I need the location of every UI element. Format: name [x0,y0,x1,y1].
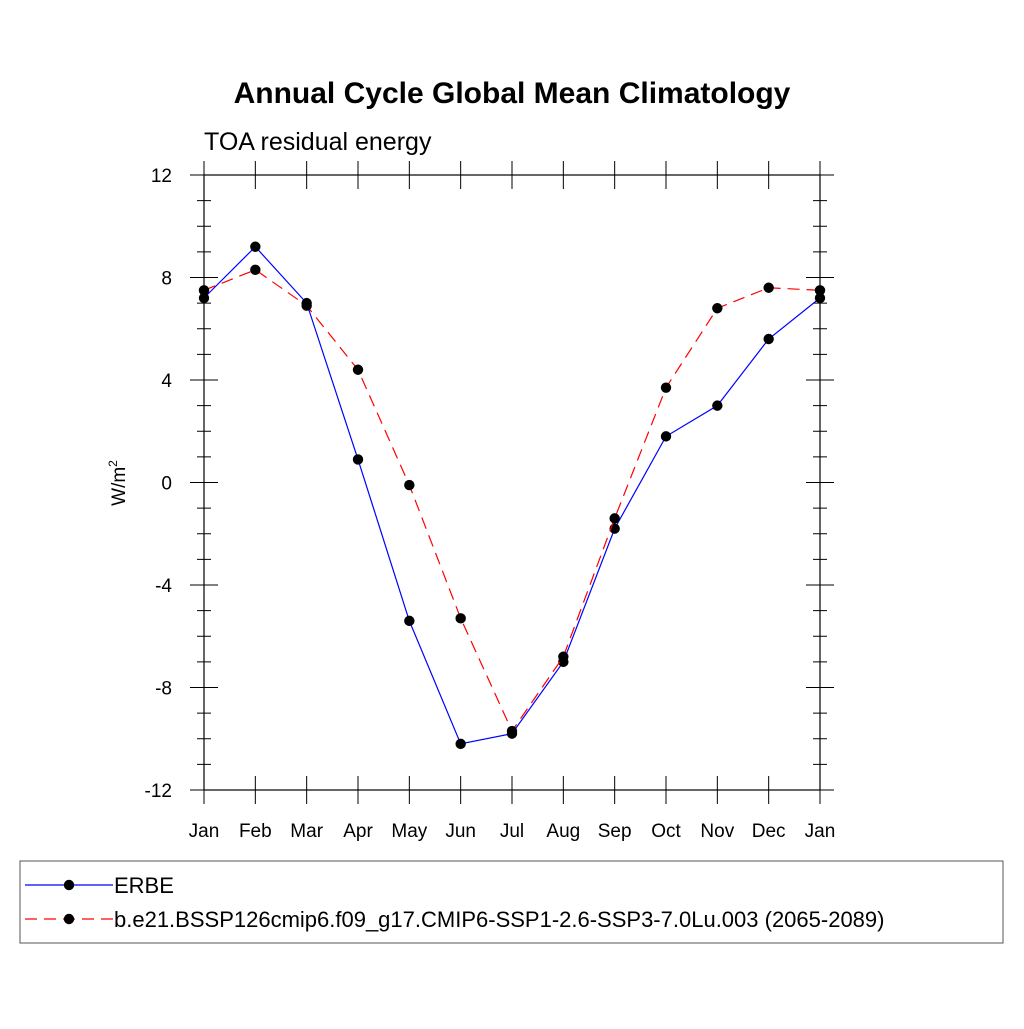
series-line-1 [203,245,821,745]
x-tick-label: Jul [500,821,524,842]
x-tick-label: Dec [752,821,786,842]
x-tick-label: Oct [651,821,681,842]
series-1-point [198,292,210,304]
series-2-point [404,479,415,491]
series-2-point [506,725,518,737]
x-tick-label: Sep [598,821,632,842]
y-tick-label: -8 [155,679,172,700]
y-axis-label-base: W/m [109,467,130,506]
x-tick-label: Mar [290,821,323,842]
series-1-point [352,454,364,465]
series-1-point [814,292,826,304]
series-2-point [250,264,261,276]
series-2-point [814,285,826,296]
legend: ERBE b.e21.BSSP126cmip6.f09_g17.CMIP6-SSP… [25,873,884,932]
y-tick-label: -12 [145,781,172,802]
legend-box [19,860,1004,944]
series-2-point [352,364,364,375]
series-1-point [404,615,415,627]
x-tick-label: Apr [343,821,373,842]
y-tick-label: 4 [161,371,172,392]
axes: 12 8 4 0 -4 -8 -12 Jan Feb Mar Apr May Jun Jul Aug Sep O… [145,161,836,842]
series-2-point [712,303,723,314]
series-1-point [660,431,672,442]
svg-text:W/m2: W/m2 [106,460,130,506]
x-tick-label: May [391,821,427,842]
series-2-point [198,285,210,296]
legend-marker-1 [63,879,75,891]
series-layer [198,241,826,750]
series-line-2 [203,269,821,733]
chart-subtitle: TOA residual energy [204,128,432,156]
chart-title: Annual Cycle Global Mean Climatology [234,77,791,110]
series-1-point [712,400,723,411]
legend-label-2: b.e21.BSSP126cmip6.f09_g17.CMIP6-SSP1-2.… [114,907,884,932]
series-1-point [455,738,466,750]
x-tick-label: Feb [239,821,272,842]
series-2-point [558,651,569,662]
legend-label-1: ERBE [114,873,174,898]
y-axis-label-superscript: 2 [106,460,120,467]
series-2-point [301,300,312,311]
legend-marker-2 [63,913,75,925]
y-tick-label: 12 [151,166,172,187]
x-tick-label: Aug [546,821,580,842]
series-1-point [763,333,774,345]
x-tick-label: Jan [189,821,220,842]
y-axis-label: W/m2 [106,460,130,506]
y-tick-label: 0 [161,474,172,495]
x-tick-label: Nov [700,821,734,842]
x-tick-label: Jan [805,821,836,842]
plot-frame [203,174,821,791]
series-2-point [609,513,620,524]
series-2-point [455,613,466,624]
y-tick-label: -4 [155,576,172,597]
y-tick-label: 8 [161,269,172,290]
series-2-point [763,282,774,293]
x-tick-label: Jun [445,821,476,842]
series-1-point [250,241,261,252]
series-2-point [660,382,672,393]
